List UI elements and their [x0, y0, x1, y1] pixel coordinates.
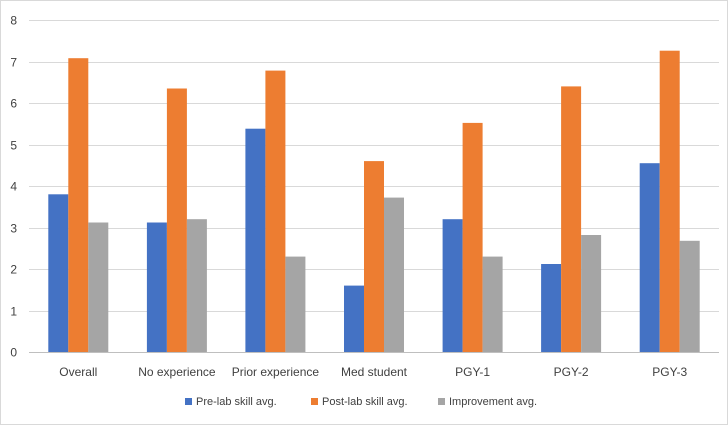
y-tick-label: 2	[10, 263, 17, 277]
bar	[166, 88, 187, 352]
bar	[442, 219, 463, 352]
bar	[581, 235, 602, 352]
bar	[541, 264, 562, 352]
bar	[48, 194, 69, 352]
bar	[68, 58, 89, 352]
y-tick-label: 7	[10, 56, 17, 70]
x-tick-label: PGY-2	[554, 365, 589, 379]
y-tick-label: 3	[10, 222, 17, 236]
bars	[48, 50, 700, 353]
bar	[186, 219, 207, 352]
legend-swatch	[438, 398, 445, 405]
x-tick-label: Med student	[341, 365, 408, 379]
bar	[482, 256, 503, 352]
bar	[659, 50, 680, 352]
y-tick-label: 6	[10, 97, 17, 111]
bar	[285, 256, 306, 352]
bar	[245, 128, 266, 352]
bar	[88, 222, 109, 352]
bar	[462, 122, 483, 353]
y-tick-label: 8	[10, 14, 17, 28]
legend-swatch	[185, 398, 192, 405]
bar	[679, 240, 700, 352]
x-axis-labels: Overall No experience Prior experience Med …	[59, 365, 687, 379]
legend: Pre-lab skill avg. Post-lab skill avg. Imp…	[185, 396, 537, 408]
legend-label: Improvement avg.	[449, 396, 537, 408]
y-tick-label: 0	[10, 346, 17, 360]
bar	[344, 285, 364, 352]
bar	[384, 197, 404, 352]
x-tick-label: PGY-1	[455, 365, 490, 379]
bar	[639, 163, 660, 352]
legend-label: Post-lab skill avg.	[322, 396, 408, 408]
x-tick-label: Prior experience	[232, 365, 320, 379]
legend-label: Pre-lab skill avg.	[196, 396, 277, 408]
x-tick-label: Overall	[59, 365, 97, 379]
bar	[265, 70, 286, 352]
y-tick-label: 4	[10, 180, 17, 194]
y-tick-label: 1	[10, 305, 17, 319]
x-tick-label: PGY-3	[652, 365, 687, 379]
y-tick-label: 5	[10, 139, 17, 153]
legend-swatch	[311, 398, 318, 405]
bar	[364, 161, 384, 352]
bar	[146, 222, 167, 352]
bar	[561, 86, 582, 353]
x-tick-label: No experience	[138, 365, 216, 379]
y-axis-ticks: 0 1 2 3 4 5 6 7 8	[10, 14, 17, 360]
